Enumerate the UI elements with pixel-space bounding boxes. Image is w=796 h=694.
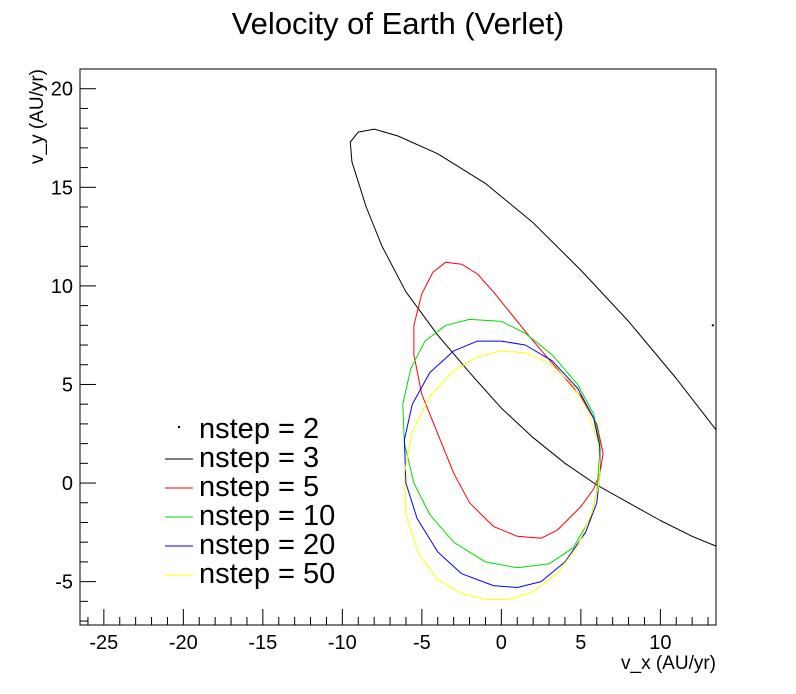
x-tick-label: -5 <box>413 632 431 654</box>
x-tick-label: 5 <box>575 632 586 654</box>
y-tick-label: 5 <box>62 374 73 396</box>
plot-frame <box>79 68 717 626</box>
y-tick-label: -5 <box>55 572 73 594</box>
x-tick-label: 0 <box>496 632 507 654</box>
series-layer <box>349 128 717 600</box>
legend-label: nstep = 5 <box>199 471 319 503</box>
legend-label: nstep = 20 <box>199 529 335 561</box>
x-axis-title: v_x (AU/yr) <box>621 653 716 674</box>
y-axis-title: v_y (AU/yr) <box>27 69 48 164</box>
series-line <box>403 350 601 600</box>
series-point <box>711 324 714 327</box>
y-tick-label: 15 <box>51 177 73 199</box>
series-line <box>403 340 601 588</box>
legend-marker <box>178 426 180 428</box>
legend-label: nstep = 10 <box>199 500 335 532</box>
x-tick-label: -25 <box>89 632 118 654</box>
y-tick-label: 10 <box>51 276 73 298</box>
legend-label: nstep = 50 <box>199 558 335 590</box>
series-line <box>402 318 601 569</box>
x-tick-label: -10 <box>328 632 357 654</box>
x-tick-label: 10 <box>649 632 671 654</box>
series-line <box>413 261 604 539</box>
x-axis-ticks: -25 -20 -15 -10 -5 0 5 10 <box>87 609 709 654</box>
y-tick-label: 20 <box>51 79 73 101</box>
legend-label: nstep = 3 <box>199 442 319 474</box>
y-tick-label: 0 <box>62 473 73 495</box>
legend-label: nstep = 2 <box>199 413 319 445</box>
series-line <box>349 128 717 547</box>
chart-title: Velocity of Earth (Verlet) <box>232 6 565 41</box>
y-axis-ticks: -5 0 5 10 15 20 <box>51 68 96 622</box>
x-tick-label: -15 <box>248 632 277 654</box>
x-tick-label: -20 <box>169 632 198 654</box>
